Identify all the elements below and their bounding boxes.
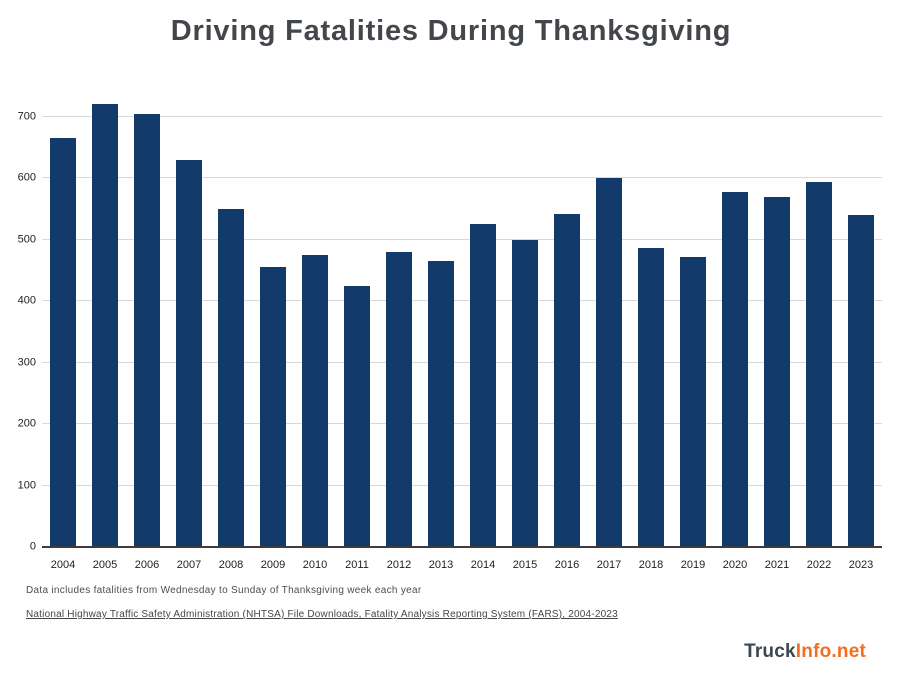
bar-slot [672,92,714,547]
bar-2005 [92,104,118,547]
bar-2014 [470,224,496,547]
y-tick-label: 400 [17,294,36,307]
x-tick-label: 2007 [176,559,202,571]
source-citation: National Highway Traffic Safety Administ… [26,609,618,620]
x-tick-label: 2008 [218,559,244,571]
logo-part-truck: Truck [744,641,796,662]
x-tick-label: 2004 [50,559,76,571]
bar-2022 [806,182,832,547]
gridline [42,361,882,363]
bar-slot [546,92,588,547]
bar-slot [840,92,882,547]
bar-2004 [50,138,76,547]
gridline [42,484,882,486]
bar-2015 [512,239,538,547]
gridline [42,238,882,240]
x-tick-label: 2005 [92,559,118,571]
source-link[interactable]: National Highway Traffic Safety Administ… [26,609,618,620]
x-tick-label: 2021 [764,559,790,571]
x-tick-label: 2012 [386,559,412,571]
x-tick-label: 2016 [554,559,580,571]
logo-part-net: .net [831,641,866,662]
bar-2017 [596,178,622,547]
x-tick-label: 2017 [596,559,622,571]
plot-area [42,92,882,548]
gridline [42,423,882,425]
logo-part-info: Info [795,641,832,662]
bar-2016 [554,213,580,547]
bar-2020 [722,191,748,547]
bar-slot [168,92,210,547]
x-axis: 2004 2005 2006 2007 2008 2009 2010 2011 2012 2013… [42,547,882,573]
x-tick-label: 2022 [806,559,832,571]
bar-slot [462,92,504,547]
y-tick-label: 700 [17,110,36,123]
bar-slot [504,92,546,547]
y-tick-label: 0 [29,540,36,553]
bar-2019 [680,256,706,547]
bar-slot [630,92,672,547]
bar-2012 [386,251,412,547]
x-axis-line [42,546,882,548]
x-tick-label: 2006 [134,559,160,571]
gridline [42,115,882,117]
bar-2021 [764,196,790,547]
bar-slot [336,92,378,547]
bar-2006 [134,113,160,547]
x-tick-label: 2015 [512,559,538,571]
bar-slot [42,92,84,547]
page-title: Driving Fatalities During Thanksgiving [170,15,732,47]
bar-2009 [260,267,286,547]
bar-2007 [176,159,202,547]
x-tick-label: 2009 [260,559,286,571]
bar-2013 [428,261,454,547]
bar-slot [588,92,630,547]
x-tick-label: 2013 [428,559,454,571]
gridline [42,177,882,179]
bar-slot [420,92,462,547]
y-tick-label: 100 [17,479,36,492]
x-tick-label: 2023 [848,559,874,571]
truckinfo-logo: TruckInfo.net [744,641,866,663]
x-tick-label: 2010 [302,559,328,571]
bar-slot [126,92,168,547]
y-tick-label: 300 [17,356,36,369]
y-tick-label: 200 [17,417,36,430]
bar-slot [210,92,252,547]
x-tick-label: 2020 [722,559,748,571]
y-tick-label: 600 [17,171,36,184]
bar-2011 [344,285,370,547]
chart-footnote: Data includes fatalities from Wednesday … [26,585,422,596]
bar-2008 [218,208,244,547]
x-tick-label: 2018 [638,559,664,571]
bar-2018 [638,247,664,547]
y-tick-label: 500 [17,233,36,246]
bar-2023 [848,214,874,547]
bar-2010 [302,254,328,547]
bar-slot [714,92,756,547]
bar-slot [798,92,840,547]
bar-chart: 0 100 200 300 400 500 600 700 2004 2005 2006 2007 2… [8,92,882,573]
x-tick-label: 2014 [470,559,496,571]
bar-slot [294,92,336,547]
bar-slot [252,92,294,547]
y-axis: 0 100 200 300 400 500 600 700 [8,92,38,552]
bar-slot [378,92,420,547]
bar-slot [756,92,798,547]
gridline [42,300,882,302]
bar-slot [84,92,126,547]
x-tick-label: 2011 [345,559,369,571]
x-tick-label: 2019 [680,559,706,571]
